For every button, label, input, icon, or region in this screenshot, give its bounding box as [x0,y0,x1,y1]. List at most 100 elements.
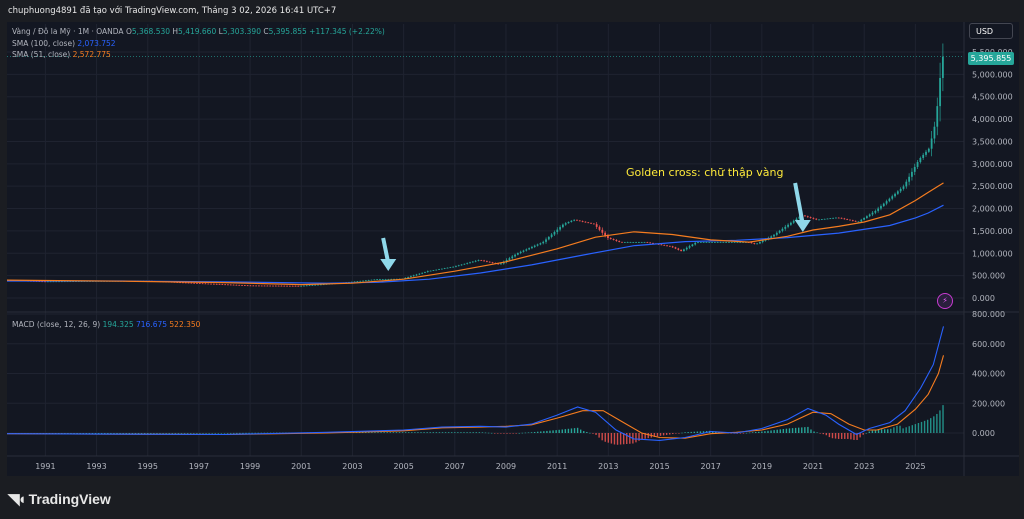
candle-body [576,219,578,221]
macd-histogram-bar [641,433,643,440]
macd-axis-tick: 600.000 [972,340,1005,349]
macd-histogram-bar [567,428,570,433]
candle-body [851,220,854,222]
price-axis-tick: 500.000 [972,272,1005,281]
candle-body [308,285,311,287]
macd-histogram-bar [239,432,241,434]
macd-histogram-bar [223,433,226,434]
macd-axis-tick: 0.000 [972,429,995,438]
candle-body [832,217,835,219]
price-axis-tick: 0.000 [972,294,995,303]
macd-histogram-bar [365,432,367,433]
sma51-label: SMA (51, close) [12,50,71,59]
candle-body [424,272,426,273]
macd-histogram-bar [764,431,766,433]
macd-histogram-bar [389,432,392,433]
candle-body [410,276,412,278]
candle-body [373,279,376,281]
candle-body [725,242,728,243]
macd-histogram-bar [202,433,204,434]
macd-histogram-bar [773,430,775,433]
macd-histogram-bar [920,421,923,433]
ohlc-high-label: H [172,27,179,36]
sma51-legend[interactable]: SMA (51, close) 2,572.775 [12,50,111,59]
macd-histogram-bar [205,433,207,434]
macd-histogram-bar [119,433,121,434]
candle-body [528,248,531,250]
macd-histogram-bar [613,433,616,445]
candle-body [421,272,424,274]
candle-body [713,242,716,243]
ohlc-low-value: 5,303.390 [222,27,261,36]
candle-body [902,186,905,189]
macd-histogram-bar [61,433,63,434]
price-axis-tick: 4,000.000 [972,115,1013,124]
candle-body [547,236,550,240]
candle-body [652,242,654,244]
attribution-text: chuphuong4891 đã tạo với TradingView.com… [8,6,337,16]
tradingview-logo[interactable]: ◥◖ TradingView [8,489,111,509]
candle-body [452,266,455,268]
candle-body [486,261,488,262]
macd-histogram-bar [527,432,530,434]
candle-body [393,278,395,280]
macd-histogram-bar [665,433,668,435]
macd-histogram-bar [180,433,183,434]
ohlc-close-value: 5,395.855 [268,27,307,36]
macd-line [6,326,945,441]
chart-frame[interactable] [7,22,1019,476]
macd-histogram-bar [794,427,797,433]
candle-body [759,242,761,244]
candle-body [719,242,722,243]
currency-button[interactable]: USD [969,23,1013,39]
macd-histogram-bar [933,416,935,433]
candle-body [319,284,322,286]
macd-histogram-bar [868,431,871,433]
candle-body [632,242,635,243]
candle-body [249,285,252,287]
macd-histogram-bar [395,432,398,433]
candle-body [516,253,519,255]
macd-histogram-bar [586,431,588,433]
macd-histogram-bar [411,432,413,433]
candle-body [798,216,801,219]
macd-axis-tick: 800.000 [972,310,1005,319]
candle-body [640,242,643,243]
macd-histogram-bar [684,432,686,433]
sma100-legend[interactable]: SMA (100, close) 2,073.752 [12,39,116,48]
macd-histogram-bar [156,433,158,434]
macd-histogram-bar [97,433,100,434]
lightning-icon[interactable]: ⚡ [937,293,953,309]
macd-histogram-bar [779,429,781,433]
candle-body [260,285,263,287]
candle-body [587,222,590,224]
macd-histogram-bar [592,433,594,434]
macd-histogram-bar [414,432,416,433]
candle-body [896,191,899,194]
macd-histogram-bar [543,431,545,433]
candle-body [635,242,637,243]
candle-body [930,138,933,149]
ohlc-low-label: L [218,27,223,36]
candle-body [288,285,291,287]
candle-body [317,284,319,286]
candle-body [626,242,629,243]
macd-histogram-bar [447,432,450,433]
macd-histogram-bar [211,433,213,434]
candle-body [835,217,837,219]
macd-histogram-bar [404,432,407,433]
macd-legend[interactable]: MACD (close, 12, 26, 9) 194.325 716.675 … [12,320,200,329]
candle-body [699,242,702,243]
candle-body [238,284,241,286]
candle-body [646,242,649,243]
macd-histogram-bar [662,433,665,436]
macd-histogram-bar [460,432,462,433]
macd-histogram-bar [930,418,932,433]
candle-body [882,203,885,207]
macd-histogram-bar [589,432,591,434]
candle-body [629,242,632,243]
candle-body [680,249,683,252]
candle-body [69,281,72,283]
candle-body [362,280,364,282]
